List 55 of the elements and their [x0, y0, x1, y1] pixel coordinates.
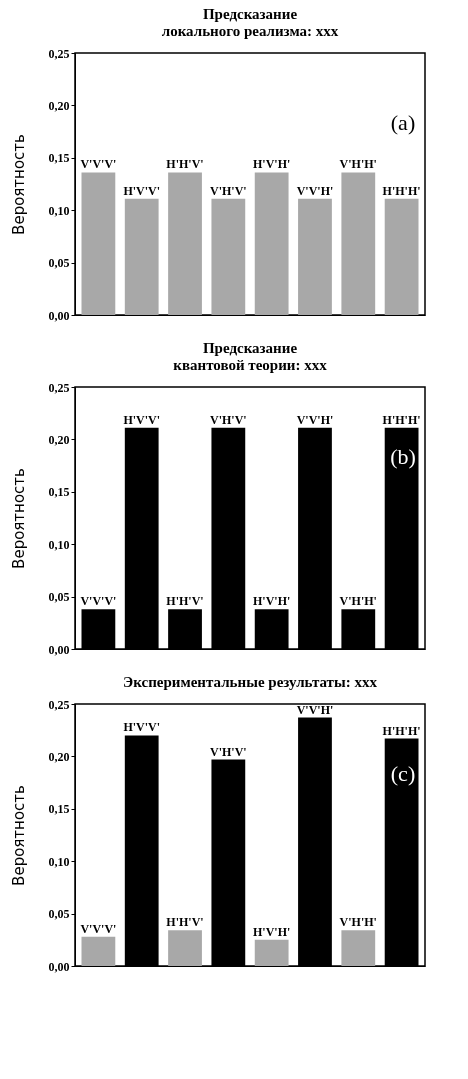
y-tick-label: 0,10: [48, 537, 70, 552]
category-label: H'H'V': [166, 915, 204, 930]
category-label: V'H'V': [210, 183, 247, 198]
category-label: V'H'V': [210, 412, 247, 427]
y-tick-label: 0,10: [48, 854, 70, 869]
category-label: V'V'H': [296, 702, 334, 717]
category-label: H'H'V': [166, 594, 204, 609]
annotation: (b): [390, 444, 416, 469]
category-label: H'V'H': [252, 924, 291, 939]
y-tick-label: 0,15: [48, 485, 70, 500]
bar: [254, 939, 289, 966]
y-tick-label: 0,25: [48, 380, 70, 395]
annotation: (c): [390, 761, 416, 786]
y-tick-label: 0,15: [48, 151, 70, 166]
category-label: V'V'V': [80, 157, 117, 172]
annotation: (a): [390, 110, 416, 135]
chart-title: Предсказание квантовой теории: xxx: [173, 340, 328, 373]
category-label: V'V'H': [296, 412, 334, 427]
y-tick-label: 0,10: [48, 203, 70, 218]
category-label: H'V'H': [252, 157, 291, 172]
category-label: V'V'V': [80, 921, 117, 936]
category-label: V'V'H': [296, 183, 334, 198]
y-tick-label: 0,05: [48, 907, 70, 922]
y-tick-label: 0,25: [48, 46, 70, 61]
category-label: H'V'H': [252, 594, 291, 609]
bar: [341, 930, 376, 966]
bar: [81, 936, 116, 966]
y-axis-title: Вероятность: [9, 134, 28, 235]
chart-title: Экспериментальные результаты: xxx: [123, 674, 378, 690]
y-axis-title: Вероятность: [9, 468, 28, 569]
category-label: H'H'H': [382, 723, 421, 738]
y-axis-title: Вероятность: [9, 785, 28, 886]
bar: [168, 930, 202, 966]
category-label: H'H'H': [382, 183, 421, 198]
category-label: H'H'H': [382, 412, 421, 427]
category-label: H'V'V': [123, 183, 161, 198]
y-tick-label: 0,20: [48, 749, 70, 764]
y-tick-label: 0,00: [48, 959, 70, 974]
chart-title: Предсказание локального реализма: xxx: [161, 6, 339, 39]
category-label: V'H'H': [339, 594, 377, 609]
y-tick-label: 0,20: [48, 432, 70, 447]
y-tick-label: 0,00: [48, 642, 70, 657]
y-tick-label: 0,05: [48, 590, 70, 605]
y-tick-label: 0,05: [48, 256, 70, 271]
y-tick-label: 0,00: [48, 308, 70, 323]
y-tick-label: 0,20: [48, 98, 70, 113]
category-label: H'H'V': [166, 157, 204, 172]
category-label: V'V'V': [80, 594, 117, 609]
category-label: V'H'H': [339, 157, 377, 172]
y-tick-label: 0,25: [48, 697, 70, 712]
category-label: V'H'V': [210, 744, 247, 759]
category-label: H'V'V': [123, 720, 161, 735]
y-tick-label: 0,15: [48, 802, 70, 817]
category-label: V'H'H': [339, 915, 377, 930]
category-label: H'V'V': [123, 412, 161, 427]
